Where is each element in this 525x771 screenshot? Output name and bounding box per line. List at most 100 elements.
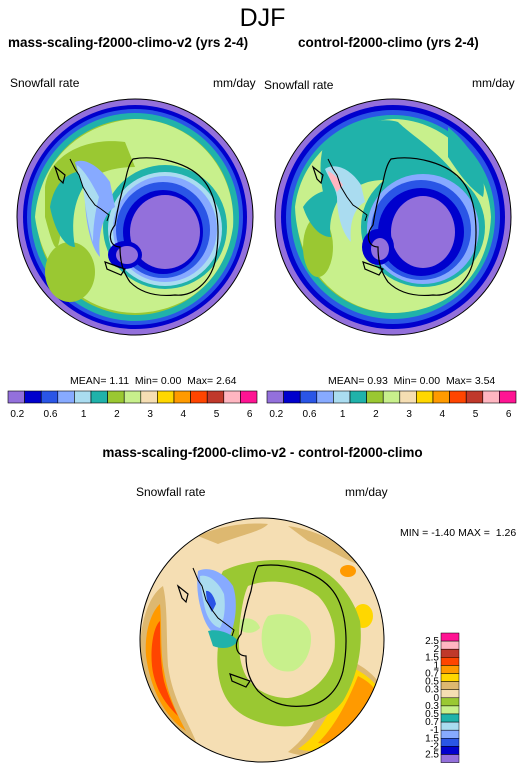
left-colorbar-swatch (206, 390, 225, 404)
diff-colorbar-swatch (440, 697, 460, 707)
left-mean-value: 1.11 (109, 375, 130, 387)
diff-colorbar-swatch (440, 746, 460, 755)
diff-colorbar-swatch (440, 705, 460, 715)
diff-colorbar-swatch (440, 738, 460, 747)
right-colorbar-tick-label: 0.2 (269, 409, 283, 420)
right-colorbar-tick-label: 6 (506, 409, 512, 420)
right-colorbar-swatch (366, 390, 384, 404)
diff-stats: MIN = -1.40 MAX = 1.26 (400, 527, 516, 539)
diff-colorbar-swatch (440, 754, 460, 763)
left-colorbar-swatch (107, 390, 125, 404)
left-colorbar-swatch (40, 390, 59, 404)
left-mean-label: MEAN= (70, 375, 107, 387)
left-colorbar-swatch (123, 390, 142, 404)
left-colorbar-swatch (7, 390, 25, 404)
right-colorbar-tick-label: 2 (373, 409, 379, 420)
left-colorbar-tick-label: 2 (114, 409, 120, 420)
left-colorbar-swatch (157, 390, 175, 404)
right-colorbar-swatch (465, 390, 484, 404)
diff-colorbar-swatch (440, 721, 460, 731)
left-colorbar-swatch (57, 390, 75, 404)
diff-max-value: 1.26 (495, 527, 517, 539)
right-colorbar-swatch (482, 390, 500, 404)
diff-colorbar-swatch (440, 681, 460, 690)
right-max-label: Max= (445, 375, 472, 387)
left-polar-map (16, 98, 254, 336)
diff-colorbar-tick-label: 0 (433, 693, 439, 704)
right-colorbar-tick-label: 5 (473, 409, 479, 420)
diff-colorbar-tick-label: 0.7 (425, 669, 439, 680)
right-stats: MEAN= 0.93 Min= 0.00 Max= 3.54 (328, 375, 495, 387)
right-colorbar-tick-label: 1 (340, 409, 346, 420)
diff-colorbar-tick-label: -0.7 (425, 717, 439, 728)
left-colorbar-tick-label: 4 (181, 409, 187, 420)
right-colorbar-swatch (499, 390, 517, 404)
diff-colorbar-tick-label: 2 (433, 644, 439, 655)
right-min-label: Min= (393, 375, 417, 387)
left-units-label: mm/day (213, 76, 256, 90)
diff-polar-map (139, 517, 385, 763)
right-colorbar-swatch (432, 390, 450, 404)
right-colorbar-swatch (382, 390, 401, 404)
right-colorbar-tick-label: 3 (406, 409, 412, 420)
diff-colorbar-tick-label: -2 (430, 741, 439, 752)
right-mean-value: 0.93 (367, 375, 388, 387)
right-colorbar-swatch (449, 390, 467, 404)
diff-colorbar-tick-label: 0.3 (425, 685, 439, 696)
right-colorbar-tick-label: 4 (440, 409, 446, 420)
diff-colorbar-swatch (440, 713, 460, 723)
diff-colorbar-swatch (440, 640, 460, 650)
right-max-value: 3.54 (474, 375, 496, 387)
diff-colorbar-tick-label: 2.5 (425, 636, 439, 647)
diff-colorbar-swatch (440, 665, 460, 674)
left-colorbar-tick-label: 0.2 (10, 409, 24, 420)
diff-colorbar-tick-label: -1.5 (425, 733, 439, 744)
right-colorbar: 0.2 0.6 1 2 3 4 5 6 (266, 390, 517, 420)
left-colorbar-tick-label: 6 (247, 409, 253, 420)
right-colorbar-swatch (349, 390, 367, 404)
right-panel-title: control-f2000-climo (yrs 2-4) (298, 35, 479, 50)
diff-colorbar-swatch (440, 729, 460, 739)
right-colorbar-swatch (266, 390, 284, 404)
right-polar-map (274, 98, 512, 336)
diff-colorbar-tick-label: 1 (433, 660, 439, 671)
diff-colorbar-tick-label: -2.5 (425, 750, 439, 761)
left-min-label: Min= (134, 375, 158, 387)
left-max-label: Max= (187, 375, 214, 387)
right-colorbar-swatch (283, 390, 301, 404)
page-title: DJF (239, 4, 286, 32)
left-colorbar-swatch (24, 390, 42, 404)
diff-min-value: -1.40 (431, 527, 456, 539)
left-colorbar-swatch (190, 390, 208, 404)
diff-variable-label: Snowfall rate (136, 485, 206, 499)
diff-panel-title: mass-scaling-f2000-climo-v2 - control-f2… (102, 445, 423, 460)
left-min-value: 0.00 (160, 375, 182, 387)
diff-max-label: MAX = (458, 527, 490, 539)
left-colorbar-swatch (74, 390, 92, 404)
diff-colorbar-swatch (440, 673, 460, 682)
right-variable-label: Snowfall rate (264, 78, 334, 92)
left-colorbar-tick-label: 3 (147, 409, 153, 420)
diff-colorbar-tick-label: -0.5 (425, 709, 439, 720)
diff-colorbar-tick-label: 1.5 (425, 652, 439, 663)
diff-colorbar-tick-label: -1 (430, 725, 439, 736)
right-colorbar-swatch (399, 390, 417, 404)
right-colorbar-tick-label: 0.6 (303, 409, 317, 420)
right-colorbar-swatch (416, 390, 434, 404)
right-mean-label: MEAN= (328, 375, 365, 387)
left-colorbar-tick-label: 0.6 (44, 409, 58, 420)
diff-colorbar-tick-label: 0.5 (425, 677, 439, 688)
diff-units-label: mm/day (345, 485, 388, 499)
left-stats: MEAN= 1.11 Min= 0.00 Max= 2.64 (70, 375, 237, 387)
left-variable-label: Snowfall rate (10, 76, 80, 90)
left-colorbar-tick-label: 5 (214, 409, 220, 420)
left-colorbar-swatch (140, 390, 158, 404)
left-colorbar-swatch (240, 390, 258, 404)
left-max-value: 2.64 (216, 375, 237, 387)
right-colorbar-swatch (316, 390, 334, 404)
diff-min-label: MIN = (400, 527, 429, 539)
left-colorbar: 0.2 0.6 1 2 3 4 5 6 (7, 390, 258, 420)
diff-colorbar-swatch (440, 689, 460, 699)
left-colorbar-swatch (90, 390, 108, 404)
right-colorbar-swatch (299, 390, 318, 404)
